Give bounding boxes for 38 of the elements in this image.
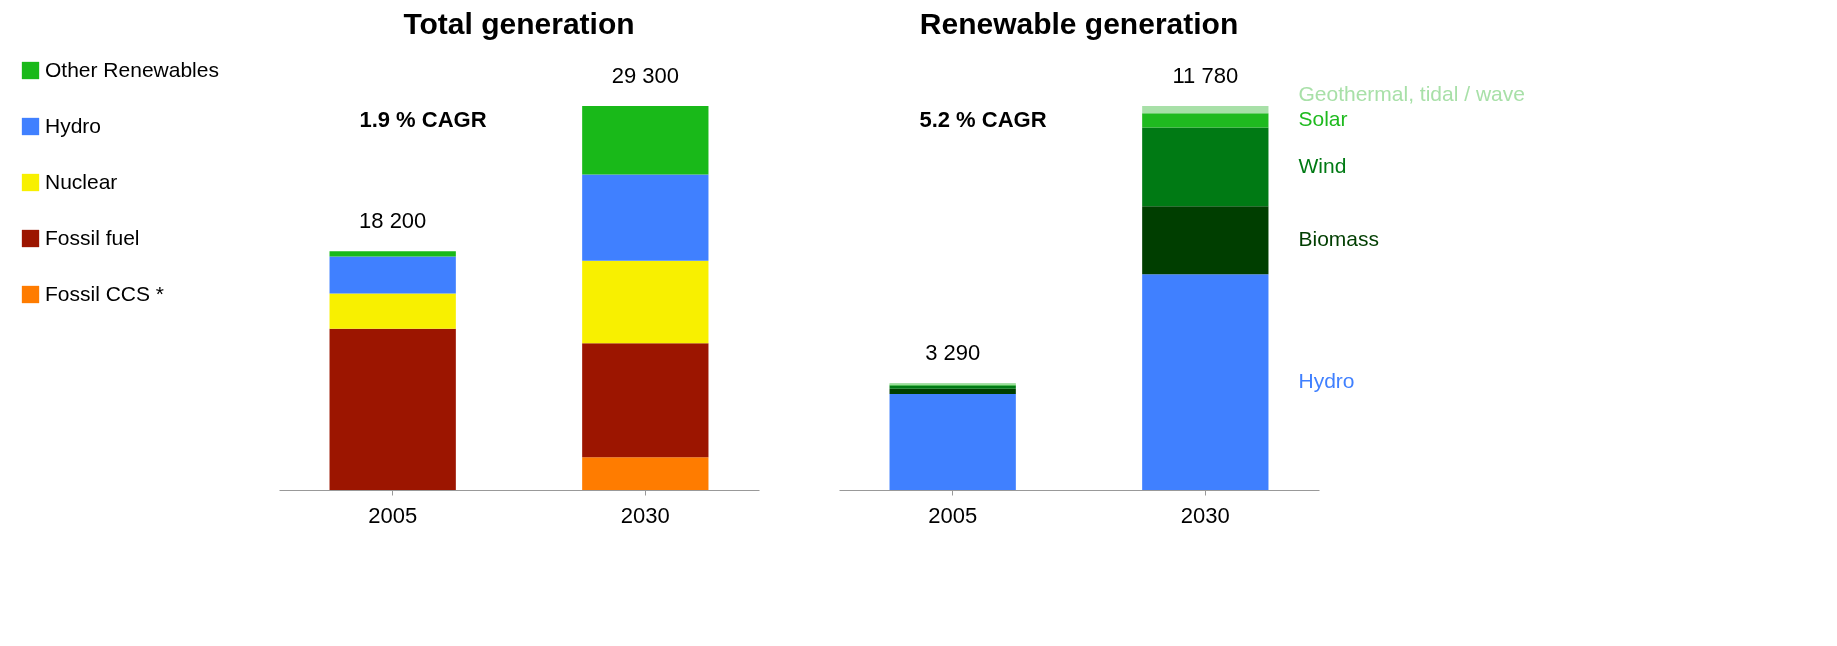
bar: [1142, 274, 1269, 490]
bar: [582, 457, 709, 490]
bar: [1142, 113, 1269, 128]
series-label: Biomass: [1298, 227, 1379, 251]
legend-label: Hydro: [45, 113, 102, 137]
legend-label: Other Renewables: [45, 57, 219, 81]
x-tick-label: 2005: [928, 502, 978, 528]
series-label: Hydro: [1298, 369, 1355, 393]
x-tick-label: 2030: [620, 502, 670, 528]
bar: [329, 251, 456, 257]
bar: [582, 343, 709, 458]
bar: [582, 174, 709, 261]
bar: [1142, 206, 1269, 275]
bar: [582, 260, 709, 344]
series-label: Solar: [1298, 107, 1348, 131]
bar: [1142, 106, 1269, 114]
bar: [582, 106, 709, 175]
series-label: Geothermal, tidal / wave: [1298, 81, 1525, 105]
chart-title: Renewable generation: [919, 7, 1239, 40]
annotation: 11 780: [1172, 63, 1239, 89]
annotation: 1.9 % CAGR: [359, 107, 487, 132]
annotation: 3 290: [925, 339, 981, 365]
x-tick-label: 2030: [1180, 502, 1230, 528]
legend-label: Nuclear: [45, 169, 118, 193]
bar: [329, 256, 456, 294]
legend-label: Fossil CCS *: [45, 281, 165, 305]
annotation: 18 200: [359, 208, 427, 234]
series-label: Wind: [1298, 153, 1347, 177]
x-tick-label: 2005: [368, 502, 418, 528]
annotation: 5.2 % CAGR: [919, 107, 1047, 132]
bar: [889, 388, 1016, 395]
chart-title: Total generation: [403, 7, 635, 40]
bar: [1142, 127, 1269, 207]
annotation: 29 300: [611, 63, 679, 89]
legend-label: Fossil fuel: [45, 225, 140, 249]
bar: [329, 293, 456, 329]
bar: [889, 394, 1016, 490]
bar: [329, 328, 456, 490]
